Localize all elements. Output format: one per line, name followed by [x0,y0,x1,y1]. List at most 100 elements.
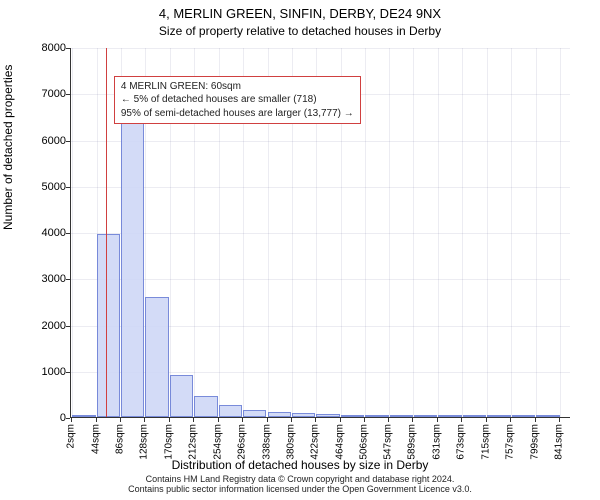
gridline-v [511,48,512,417]
annotation-line-1: 4 MERLIN GREEN: 60sqm [121,80,354,94]
chart-title-sub: Size of property relative to detached ho… [0,24,600,38]
x-tick-label: 254sqm [212,424,223,460]
x-tick-mark [96,418,97,422]
x-tick-label: 757sqm [505,424,516,460]
y-tick-label: 1000 [6,366,66,378]
x-tick-label: 296sqm [237,424,248,460]
footnote: Contains HM Land Registry data © Crown c… [0,474,600,494]
chart-container: 4, MERLIN GREEN, SINFIN, DERBY, DE24 9NX… [0,0,600,500]
histogram-bar [121,103,144,418]
gridline-v [389,48,390,417]
x-tick-label: 422sqm [310,424,321,460]
y-tick-label: 7000 [6,88,66,100]
gridline-v [72,48,73,417]
x-tick-label: 464sqm [334,424,345,460]
x-tick-mark [169,418,170,422]
x-tick-label: 212sqm [188,424,199,460]
histogram-bar [390,415,413,417]
x-tick-label: 380sqm [285,424,296,460]
histogram-bar [463,415,486,417]
x-tick-mark [193,418,194,422]
histogram-bar [268,412,291,417]
histogram-bar [194,396,217,417]
histogram-bar [292,413,315,417]
histogram-bar [414,415,437,417]
x-tick-label: 506sqm [359,424,370,460]
x-tick-mark [559,418,560,422]
y-tick-mark [66,48,70,49]
x-tick-label: 673sqm [456,424,467,460]
x-tick-mark [461,418,462,422]
y-tick-mark [66,326,70,327]
x-tick-label: 631sqm [431,424,442,460]
x-tick-mark [388,418,389,422]
histogram-bar [219,405,242,417]
histogram-bar [97,234,120,417]
x-tick-mark [144,418,145,422]
x-tick-mark [486,418,487,422]
x-tick-label: 589sqm [407,424,418,460]
x-tick-mark [291,418,292,422]
x-tick-mark [364,418,365,422]
y-tick-mark [66,372,70,373]
x-tick-label: 841sqm [553,424,564,460]
gridline-v [413,48,414,417]
plot-area: 4 MERLIN GREEN: 60sqm ← 5% of detached h… [70,48,570,418]
gridline-v [536,48,537,417]
histogram-bar [487,415,510,417]
x-axis-label: Distribution of detached houses by size … [0,458,600,472]
annotation-box: 4 MERLIN GREEN: 60sqm ← 5% of detached h… [114,76,361,125]
annotation-line-3: 95% of semi-detached houses are larger (… [121,107,354,121]
footnote-line-2: Contains public sector information licen… [0,484,600,494]
histogram-bar [243,410,266,417]
x-tick-mark [242,418,243,422]
x-tick-mark [437,418,438,422]
histogram-bar [536,415,559,417]
y-tick-mark [66,187,70,188]
x-tick-label: 547sqm [383,424,394,460]
histogram-bar [145,297,168,417]
y-tick-label: 4000 [6,227,66,239]
x-tick-mark [535,418,536,422]
y-tick-mark [66,94,70,95]
gridline-v [365,48,366,417]
x-tick-label: 2sqm [66,424,77,448]
x-tick-label: 44sqm [90,424,101,454]
gridline-v [487,48,488,417]
x-tick-label: 128sqm [139,424,150,460]
y-tick-label: 6000 [6,135,66,147]
histogram-bar [316,414,339,417]
footnote-line-1: Contains HM Land Registry data © Crown c… [0,474,600,484]
reference-line [106,48,107,417]
y-tick-mark [66,233,70,234]
y-tick-label: 5000 [6,181,66,193]
histogram-bar [365,415,388,417]
y-tick-mark [66,141,70,142]
x-tick-mark [315,418,316,422]
x-tick-label: 338sqm [261,424,272,460]
x-tick-mark [120,418,121,422]
y-tick-label: 0 [6,412,66,424]
x-tick-mark [340,418,341,422]
x-tick-mark [510,418,511,422]
x-tick-mark [218,418,219,422]
x-tick-label: 715sqm [480,424,491,460]
y-tick-label: 2000 [6,320,66,332]
x-tick-mark [412,418,413,422]
x-tick-mark [267,418,268,422]
chart-title-main: 4, MERLIN GREEN, SINFIN, DERBY, DE24 9NX [0,6,600,21]
annotation-line-2: ← 5% of detached houses are smaller (718… [121,93,354,107]
histogram-bar [72,415,95,417]
histogram-bar [170,375,193,417]
x-tick-label: 799sqm [529,424,540,460]
gridline-v [438,48,439,417]
histogram-bar [438,415,461,417]
y-tick-label: 8000 [6,42,66,54]
histogram-bar [341,415,364,417]
y-tick-mark [66,279,70,280]
y-tick-label: 3000 [6,273,66,285]
histogram-bar [512,415,535,417]
x-tick-label: 170sqm [163,424,174,460]
y-tick-mark [66,418,70,419]
x-tick-mark [71,418,72,422]
